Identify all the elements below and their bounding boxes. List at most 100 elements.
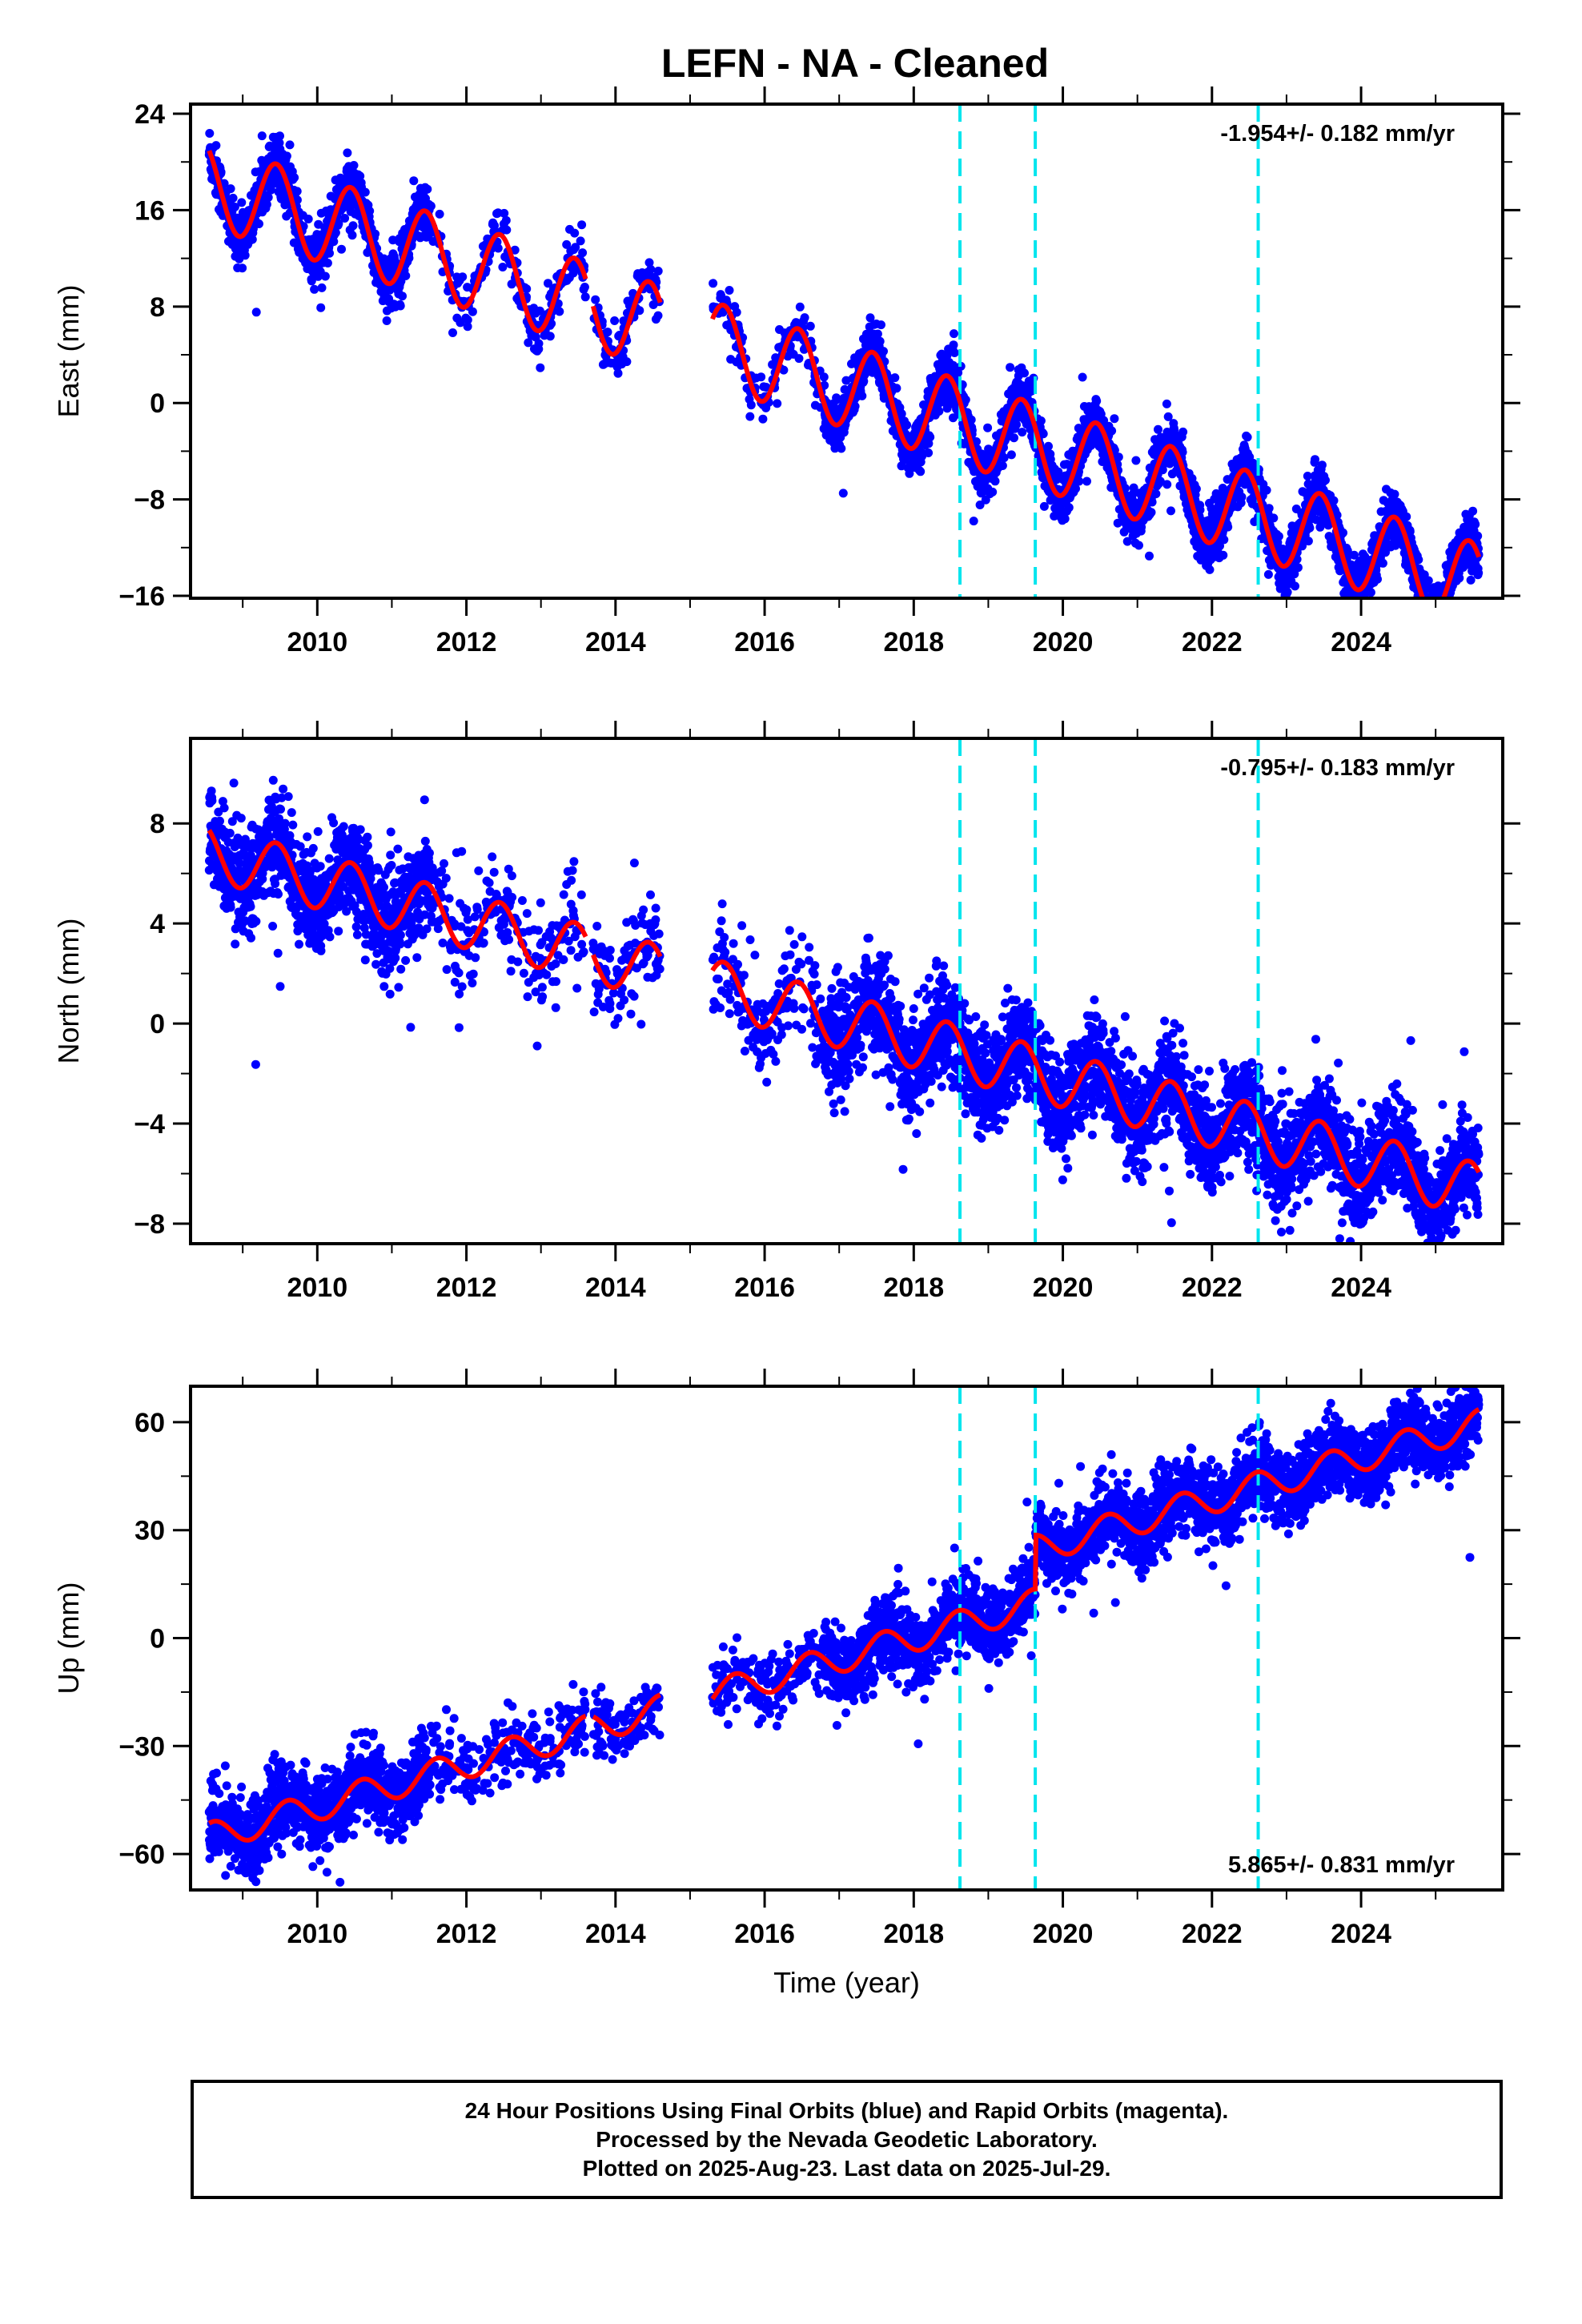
- data-point: [500, 208, 509, 218]
- data-point: [1305, 523, 1315, 533]
- data-point: [1428, 624, 1437, 633]
- data-point: [1423, 621, 1431, 630]
- data-point: [1178, 427, 1188, 436]
- data-point: [396, 301, 405, 311]
- data-point: [1468, 506, 1478, 516]
- data-point: [757, 372, 766, 382]
- data-point: [1436, 604, 1445, 613]
- data-point: [360, 187, 370, 197]
- data-point: [890, 373, 900, 383]
- data-point: [800, 313, 809, 323]
- data-point: [1473, 531, 1483, 541]
- data-point: [1044, 441, 1053, 451]
- data-point: [323, 259, 332, 267]
- data-point: [1219, 550, 1228, 560]
- data-point: [1435, 607, 1444, 616]
- data-point: [365, 207, 375, 215]
- data-point: [761, 383, 771, 392]
- data-point: [1440, 607, 1449, 616]
- data-point: [1425, 605, 1434, 614]
- data-point: [1431, 618, 1440, 627]
- data-point: [576, 236, 585, 246]
- data-point: [877, 320, 885, 330]
- data-point: [1351, 601, 1360, 610]
- data-point: [758, 414, 768, 424]
- data-point: [240, 251, 250, 260]
- data-point: [1442, 621, 1451, 630]
- data-point: [1423, 605, 1432, 614]
- data-point: [545, 332, 555, 341]
- data-point: [1390, 489, 1399, 499]
- data-point: [225, 828, 235, 838]
- data-point: [837, 444, 846, 453]
- data-point: [1036, 416, 1046, 425]
- data-point: [1471, 520, 1480, 529]
- data-point: [897, 409, 906, 419]
- x-tick-label: 2022: [1182, 627, 1243, 657]
- data-point: [628, 288, 638, 298]
- data-point: [285, 140, 295, 150]
- data-point: [1352, 613, 1361, 622]
- data-point: [1421, 602, 1430, 611]
- data-point: [1418, 613, 1427, 622]
- data-point: [577, 220, 587, 230]
- data-point: [725, 286, 734, 295]
- x-tick-label: 2016: [734, 627, 795, 657]
- x-tick-label: 2010: [287, 627, 347, 657]
- data-point: [1422, 629, 1431, 637]
- data-point: [1431, 611, 1439, 620]
- x-tick-label: 2024: [1331, 627, 1391, 657]
- data-point: [1099, 416, 1109, 425]
- velocity-annotation: -1.954+/- 0.182 mm/yr: [1220, 121, 1455, 147]
- data-point: [746, 400, 756, 410]
- data-point: [1423, 576, 1433, 585]
- data-point: [1425, 610, 1434, 619]
- data-point: [879, 347, 888, 356]
- data-point: [251, 308, 261, 317]
- data-point: [246, 902, 255, 911]
- data-point: [1178, 448, 1187, 457]
- data-point: [1006, 363, 1015, 372]
- data-point: [1420, 616, 1429, 625]
- data-point: [1428, 609, 1437, 617]
- data-point: [1134, 541, 1143, 550]
- data-point: [1064, 503, 1074, 513]
- data-point: [535, 306, 544, 316]
- data-point: [1430, 630, 1439, 639]
- data-point: [1417, 604, 1426, 613]
- data-point: [1426, 607, 1435, 616]
- data-point: [1414, 555, 1423, 565]
- data-point: [1437, 617, 1446, 626]
- data-point: [1426, 601, 1435, 610]
- data-point: [795, 302, 805, 312]
- data-point: [1321, 476, 1330, 485]
- data-point: [229, 778, 239, 788]
- data-point: [1423, 608, 1432, 617]
- data-point: [536, 363, 545, 372]
- data-point: [1163, 412, 1173, 421]
- data-point: [1018, 428, 1027, 437]
- figure-title: LEFN - NA - Cleaned: [661, 41, 1049, 86]
- data-point: [205, 129, 215, 138]
- data-point: [226, 903, 235, 912]
- data-point: [1264, 504, 1274, 513]
- data-point: [1439, 600, 1448, 609]
- data-point: [1162, 480, 1172, 489]
- data-point: [819, 372, 829, 382]
- data-point: [1435, 618, 1443, 627]
- data-point: [1440, 621, 1449, 629]
- data-point: [263, 193, 273, 202]
- data-point: [317, 283, 327, 292]
- data-point: [329, 237, 339, 247]
- data-point: [875, 336, 885, 346]
- data-point: [303, 215, 313, 223]
- data-point: [950, 329, 958, 339]
- data-point: [290, 173, 299, 183]
- data-point: [988, 487, 998, 497]
- data-point: [653, 267, 663, 275]
- data-point: [1311, 455, 1319, 464]
- data-point: [1439, 600, 1447, 609]
- y-tick-label: −8: [134, 485, 165, 516]
- data-point: [255, 219, 263, 228]
- data-point: [1416, 599, 1425, 608]
